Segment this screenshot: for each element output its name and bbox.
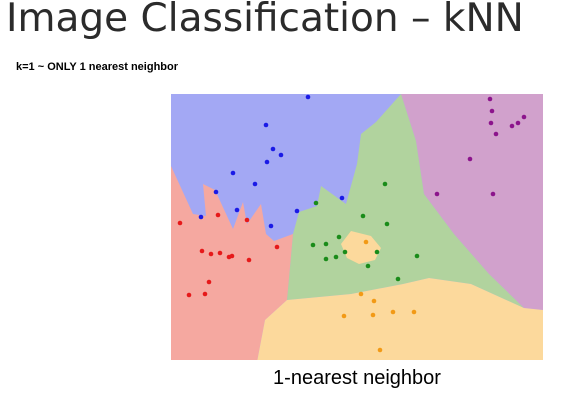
red-points [177,212,280,298]
green-points [310,181,420,282]
point-yellow [390,309,396,315]
point-red [208,251,214,257]
point-purple [467,156,473,162]
point-purple [487,96,493,102]
point-green [333,254,339,260]
point-green [365,263,371,269]
point-blue [263,122,269,128]
blue-points [198,94,345,229]
point-red [177,220,183,226]
point-purple [490,191,496,197]
point-blue [198,214,204,220]
point-yellow [341,313,347,319]
point-green [313,200,319,206]
point-green [310,242,316,248]
region-yellow-bottom [257,278,543,360]
point-green [374,249,380,255]
point-blue [264,159,270,165]
point-blue [230,170,236,176]
point-green [323,256,329,262]
figure-caption: 1-nearest neighbor [273,367,441,389]
point-red [186,292,192,298]
point-purple [489,108,495,114]
region-red [171,166,293,360]
point-green [382,181,388,187]
knn-decision-boundary-figure [171,94,543,360]
point-blue [339,195,345,201]
point-yellow [370,312,376,318]
point-blue [305,94,311,100]
point-purple [493,131,499,137]
point-red [274,244,280,250]
point-purple [434,191,440,197]
point-blue [294,208,300,214]
point-yellow [377,347,383,353]
region-yellow-island [341,231,381,264]
decision-region-plot [171,94,543,360]
point-green [360,213,366,219]
point-blue [234,207,240,213]
point-red [246,257,252,263]
point-blue [278,152,284,158]
point-red [202,291,208,297]
point-green [384,221,390,227]
point-red [199,248,205,254]
point-green [323,241,329,247]
point-red [244,217,250,223]
point-purple [515,120,521,126]
slide-subtitle: k=1 ~ ONLY 1 nearest neighbor [16,61,179,73]
point-yellow [358,291,364,297]
region-purple [401,94,543,310]
point-red [217,250,223,256]
point-blue [270,146,276,152]
point-red [229,253,235,259]
point-yellow [363,239,369,245]
point-blue [268,223,274,229]
purple-points [434,96,527,197]
point-blue [213,189,219,195]
point-green [342,249,348,255]
point-blue [252,181,258,187]
yellow-points [341,239,417,353]
point-green [414,253,420,259]
point-yellow [371,298,377,304]
point-purple [509,123,515,129]
point-yellow [411,309,417,315]
slide-title: Image Classification – kNN [6,0,524,41]
point-red [215,212,221,218]
point-red [206,279,212,285]
point-green [336,234,342,240]
point-purple [488,120,494,126]
point-green [395,276,401,282]
point-purple [521,114,527,120]
